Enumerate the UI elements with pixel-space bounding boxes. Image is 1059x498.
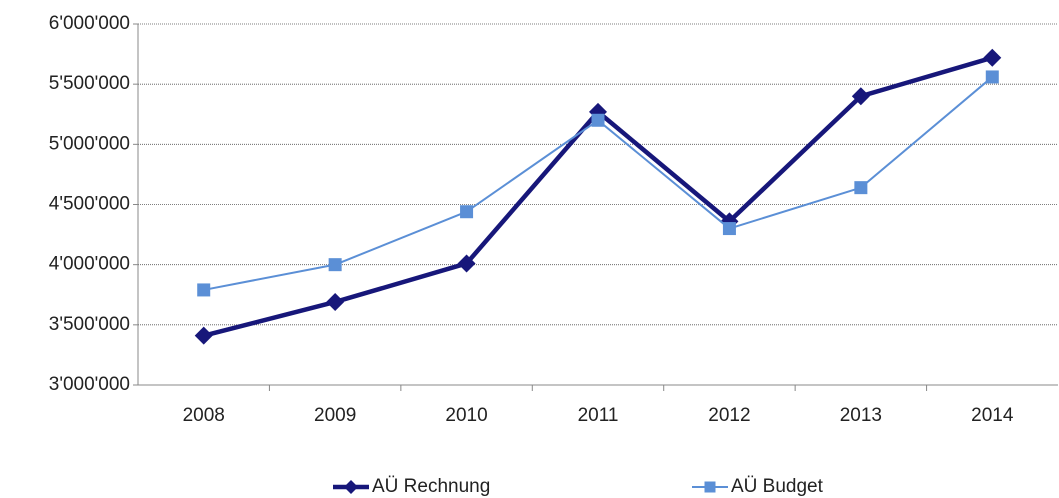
- legend-label: AÜ Rechnung: [372, 476, 490, 497]
- x-tick-label: 2013: [840, 405, 882, 426]
- y-tick-label: 4'500'000: [49, 194, 130, 215]
- legend-marker: [704, 481, 716, 493]
- x-tick-label: 2012: [708, 405, 750, 426]
- y-tick-label: 3'000'000: [49, 374, 130, 395]
- y-tick-label: 4'000'000: [49, 254, 130, 275]
- data-point: [591, 113, 605, 127]
- data-point: [983, 48, 1002, 67]
- series-line: [203, 55, 993, 338]
- legend-label: AÜ Budget: [731, 476, 824, 497]
- data-point: [722, 222, 736, 236]
- data-point: [985, 70, 999, 84]
- y-tick-label: 5'500'000: [49, 73, 130, 94]
- data-point: [194, 326, 213, 345]
- x-tick-label: 2010: [445, 405, 487, 426]
- x-tick-label: 2009: [314, 405, 356, 426]
- data-point: [851, 87, 870, 106]
- y-tick-label: 6'000'000: [49, 13, 130, 34]
- y-tick-label: 5'000'000: [49, 133, 130, 154]
- y-tick-label: 3'500'000: [49, 314, 130, 335]
- data-point: [457, 254, 476, 273]
- x-tick-label: 2008: [183, 405, 225, 426]
- data-point: [328, 258, 342, 272]
- data-point: [197, 283, 211, 297]
- data-point: [326, 292, 345, 311]
- data-point: [460, 205, 474, 219]
- x-tick-label: 2014: [971, 405, 1014, 426]
- data-point: [854, 181, 868, 195]
- x-tick-label: 2011: [578, 405, 619, 426]
- legend-marker: [344, 480, 358, 494]
